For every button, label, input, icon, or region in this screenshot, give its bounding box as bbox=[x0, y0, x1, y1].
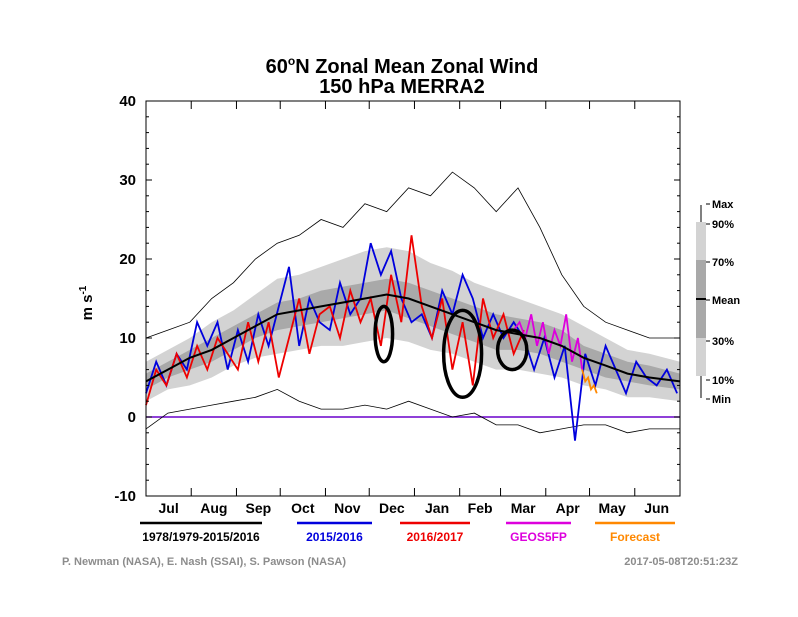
x-month-label: Sep bbox=[246, 500, 272, 516]
legend-label: 2015/2016 bbox=[306, 530, 363, 544]
credit-authors: P. Newman (NASA), E. Nash (SSAI), S. Paw… bbox=[62, 556, 346, 568]
x-month-label: Nov bbox=[334, 500, 361, 516]
plot-frame bbox=[145, 100, 681, 497]
colorbar-segment bbox=[696, 338, 706, 376]
x-month-label: Jun bbox=[644, 500, 669, 516]
series-forecast-line bbox=[581, 369, 598, 394]
x-month-label: Apr bbox=[556, 500, 581, 516]
legend-label: 1978/1979-2015/2016 bbox=[142, 530, 260, 544]
max-line bbox=[145, 171, 680, 339]
mean-line bbox=[145, 293, 681, 383]
colorbar-label: 10% bbox=[712, 375, 734, 387]
legend-label: GEOS5FP bbox=[510, 530, 567, 544]
y-tick-label: 30 bbox=[119, 172, 136, 189]
x-month-label: May bbox=[599, 500, 626, 516]
colorbar-label: Mean bbox=[712, 295, 740, 307]
climatology-bands bbox=[146, 247, 680, 402]
y-axis-label: m s-1 bbox=[78, 285, 96, 320]
x-month-label: Dec bbox=[379, 500, 405, 516]
annotation-ellipse-1 bbox=[373, 304, 395, 364]
legend-label: 2016/2017 bbox=[407, 530, 464, 544]
colorbar-label: 90% bbox=[712, 219, 734, 231]
series-2015-2016-line bbox=[145, 242, 678, 441]
credit-timestamp: 2017-05-08T20:51:23Z bbox=[624, 556, 738, 568]
band-10-90 bbox=[146, 247, 680, 402]
annotation-ellipses bbox=[373, 304, 529, 399]
legend: 1978/1979-2015/2016 2015/2016 2016/2017 GEO… bbox=[140, 521, 675, 544]
y-tick-label: 0 bbox=[128, 409, 136, 426]
colorbar-label: 30% bbox=[712, 336, 734, 348]
chart-title-line1: 60oN Zonal Mean Zonal Wind bbox=[266, 54, 539, 78]
y-tick-label: 10 bbox=[119, 330, 136, 347]
colorbar-label: Max bbox=[712, 199, 734, 211]
annotation-ellipse-3 bbox=[495, 328, 529, 372]
x-month-label: Jan bbox=[425, 500, 449, 516]
axes: -10 0 10 20 30 40 Jul Aug Sep Oct Nov Dec Jan Feb Mar A… bbox=[114, 93, 681, 516]
y-tick-label: 40 bbox=[119, 93, 136, 110]
colorbar-segment bbox=[696, 222, 706, 260]
x-month-label: Oct bbox=[291, 500, 315, 516]
y-tick-label: -10 bbox=[114, 488, 136, 505]
x-month-label: Aug bbox=[200, 500, 227, 516]
y-tick-label: 20 bbox=[119, 251, 136, 268]
x-month-label: Jul bbox=[158, 500, 178, 516]
colorbar-label: Min bbox=[712, 394, 731, 406]
annotation-ellipse-2 bbox=[441, 308, 484, 399]
legend-label: Forecast bbox=[610, 530, 660, 544]
colorbar-label: 70% bbox=[712, 257, 734, 269]
x-month-label: Mar bbox=[511, 500, 536, 516]
series-2016-2017-line bbox=[145, 235, 525, 406]
x-month-label: Feb bbox=[468, 500, 493, 516]
min-line bbox=[145, 388, 680, 434]
chart-title-line2: 150 hPa MERRA2 bbox=[319, 76, 485, 98]
percentile-colorbar: Max 90% 70% Mean 30% 10% Min bbox=[696, 199, 740, 406]
